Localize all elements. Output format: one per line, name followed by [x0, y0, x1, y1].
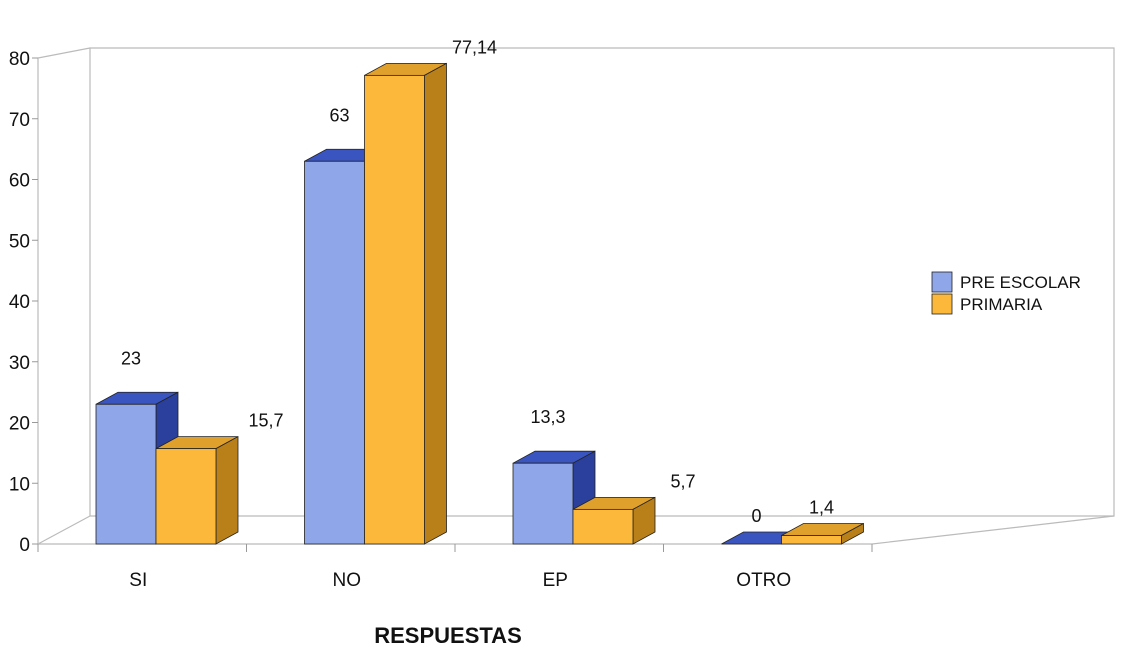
y-axis: 0 10 20 30 40 50 60 70 80	[9, 49, 38, 556]
wall-edge	[37, 47, 91, 59]
bar-front	[364, 74, 425, 545]
x-axis: SI NO EP OTRO	[37, 544, 873, 591]
y-tick-label: 80	[9, 49, 30, 70]
y-tick-label: 70	[9, 110, 30, 131]
bars	[95, 62, 864, 545]
floor-edge-right	[871, 515, 1115, 545]
bar	[155, 435, 239, 545]
bar-front	[781, 535, 842, 545]
y-tick-label: 20	[9, 414, 30, 435]
bar-front	[512, 462, 574, 545]
legend-item: PRE ESCOLAR	[931, 271, 1081, 293]
y-tick-label: 50	[9, 231, 30, 252]
bar-front	[572, 508, 634, 545]
y-tick-label: 30	[9, 353, 30, 374]
bar-front	[304, 160, 365, 545]
data-label: 13,3	[530, 407, 565, 427]
x-tick-label: SI	[129, 570, 147, 591]
x-tick-label: OTRO	[736, 570, 791, 591]
data-label: 23	[121, 348, 141, 368]
legend-swatch	[931, 271, 953, 293]
bar-front	[95, 403, 157, 545]
x-tick-label: NO	[333, 570, 362, 591]
data-label: 15,7	[248, 411, 283, 431]
x-tick-label: EP	[543, 570, 568, 591]
bar	[512, 450, 596, 545]
bar	[781, 522, 864, 545]
data-label: 5,7	[670, 471, 695, 491]
x-axis-title: RESPUESTAS	[374, 623, 522, 646]
data-labels: 23 63 13,3 0 15,7 77,14 5,7 1,4	[121, 37, 834, 526]
y-tick-label: 60	[9, 171, 30, 192]
data-label: 77,14	[452, 37, 497, 57]
bar-side	[215, 435, 239, 545]
y-tick-label: 10	[9, 474, 30, 495]
bar	[364, 62, 447, 545]
legend: PRE ESCOLAR PRIMARIA	[931, 271, 1081, 315]
data-label: 63	[329, 105, 349, 125]
legend-swatch	[931, 293, 953, 315]
legend-label: PRE ESCOLAR	[960, 273, 1081, 292]
bar	[572, 496, 656, 545]
data-label: 0	[751, 506, 761, 526]
bar-side	[424, 62, 447, 545]
y-tick-label: 40	[9, 292, 30, 313]
y-tick-label: 0	[19, 535, 30, 556]
bar-front	[155, 448, 217, 545]
floor-edge	[37, 515, 91, 545]
legend-item: PRIMARIA	[931, 293, 1043, 315]
legend-label: PRIMARIA	[960, 295, 1043, 314]
data-label: 1,4	[809, 497, 834, 517]
